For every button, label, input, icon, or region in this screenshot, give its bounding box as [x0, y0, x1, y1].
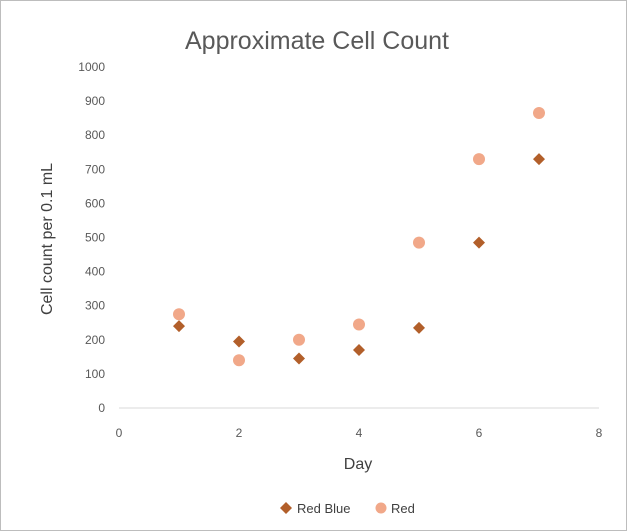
data-point-red [473, 153, 485, 166]
legend: Red Blue Red [280, 501, 415, 516]
y-tick-label: 700 [85, 162, 105, 176]
data-point-red-blue [353, 344, 365, 357]
x-tick-label: 6 [476, 426, 483, 440]
data-point-red-blue [473, 236, 485, 249]
legend-marker-red [375, 502, 387, 514]
legend-marker-red-blue [280, 502, 292, 514]
y-tick-label: 1000 [78, 60, 105, 74]
y-tick-label: 100 [85, 367, 105, 381]
x-axis-ticks: 0 2 4 6 8 [116, 426, 603, 440]
data-point-red [233, 354, 245, 367]
legend-label-red-blue: Red Blue [297, 501, 350, 516]
y-tick-label: 400 [85, 265, 105, 279]
x-tick-label: 0 [116, 426, 123, 440]
chart-title: Approximate Cell Count [185, 27, 449, 55]
y-tick-label: 500 [85, 231, 105, 245]
data-point-red [293, 333, 305, 346]
y-axis-title: Cell count per 0.1 mL [39, 163, 56, 315]
data-point-red-blue [533, 153, 545, 166]
y-tick-label: 800 [85, 128, 105, 142]
data-point-red [413, 236, 425, 249]
legend-label-red: Red [391, 501, 415, 516]
data-point-red-blue [173, 320, 185, 333]
y-tick-label: 0 [98, 401, 105, 415]
data-point-red-blue [233, 335, 245, 348]
y-tick-label: 900 [85, 94, 105, 108]
x-axis-title: Day [344, 456, 372, 473]
data-point-red-blue [413, 321, 425, 334]
x-tick-label: 4 [356, 426, 363, 440]
data-point-red-blue [293, 352, 305, 365]
x-tick-label: 2 [236, 426, 243, 440]
y-tick-label: 200 [85, 333, 105, 347]
data-point-red [533, 107, 545, 120]
data-point-red [173, 308, 185, 321]
data-point-red [353, 318, 365, 331]
y-tick-label: 600 [85, 196, 105, 210]
data-points [173, 107, 545, 367]
y-tick-label: 300 [85, 299, 105, 313]
y-axis-ticks: 0 100 200 300 400 500 600 700 800 900 1000 [78, 60, 105, 415]
x-tick-label: 8 [596, 426, 603, 440]
